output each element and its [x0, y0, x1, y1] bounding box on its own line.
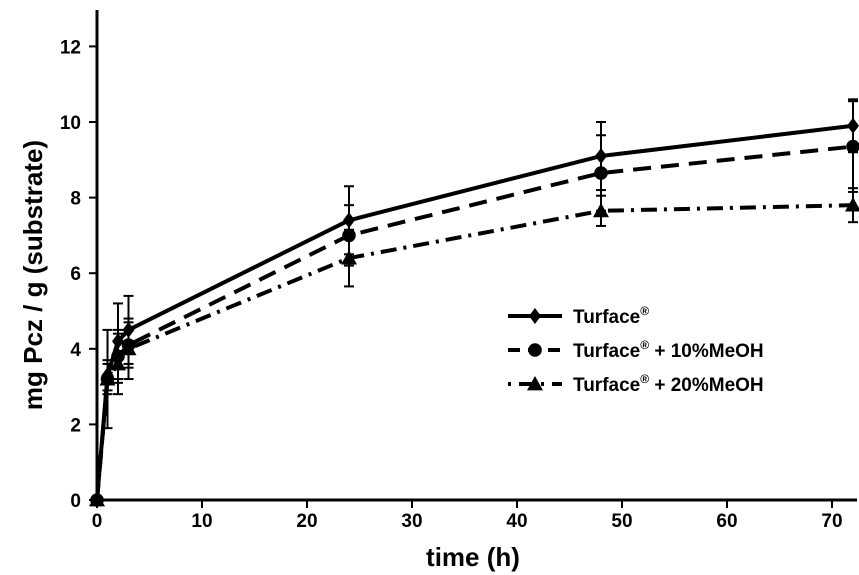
x-tick-label: 30	[401, 511, 422, 532]
y-tick-label: 4	[70, 340, 81, 361]
series-triangle	[89, 187, 859, 507]
x-tick-label: 60	[716, 511, 737, 532]
series-layer	[89, 98, 859, 508]
marker-triangle	[99, 371, 116, 386]
y-tick-label: 10	[60, 113, 81, 134]
x-tick-label: 20	[296, 511, 317, 532]
legend-registered-mark: ®	[640, 304, 649, 318]
marker-triangle	[527, 376, 543, 391]
legend-label-main: Turface	[573, 375, 640, 396]
legend-registered-mark: ®	[640, 338, 649, 352]
marker-triangle	[120, 340, 137, 356]
series-line	[95, 144, 854, 501]
marker-triangle	[593, 202, 609, 218]
legend-label: Turface®	[573, 304, 649, 328]
marker-diamond	[529, 308, 541, 324]
y-tick-label: 12	[60, 37, 81, 58]
legend-label-main: Turface	[573, 341, 640, 362]
legend-label: Turface® + 20%MeOH	[573, 372, 764, 396]
marker-triangle	[110, 355, 126, 371]
x-tick-label: 70	[821, 511, 842, 532]
series-circle	[90, 100, 859, 507]
axes: 0 10 20 30 40 50 60 70 0 2 4 6 8 10 12	[60, 10, 857, 532]
marker-triangle	[89, 492, 105, 507]
x-tick-label: 50	[611, 511, 632, 532]
legend-registered-mark: ®	[640, 372, 649, 386]
y-axis-title: mg Pcz / g (substrate)	[18, 140, 48, 410]
y-tick-label: 6	[70, 264, 81, 285]
legend-label-suffix: + 20%MeOH	[649, 375, 764, 396]
x-axis-title: time (h)	[426, 542, 520, 572]
marker-triangle	[341, 250, 357, 265]
y-tick-label: 8	[70, 189, 81, 210]
y-tick-label: 2	[70, 415, 81, 436]
legend-label-suffix: + 10%MeOH	[649, 341, 764, 362]
marker-circle	[528, 343, 542, 357]
series-line	[95, 123, 854, 501]
legend-label: Turface® + 10%MeOH	[573, 338, 764, 362]
y-tick-label: 0	[70, 491, 81, 512]
series-diamond	[91, 98, 859, 508]
x-tick-label: 10	[191, 511, 212, 532]
x-tick-label: 40	[506, 511, 527, 532]
marker-circle	[594, 166, 608, 180]
x-tick-label: 0	[92, 511, 103, 532]
marker-triangle	[845, 197, 859, 212]
marker-circle	[846, 139, 859, 154]
legend-label-main: Turface	[573, 307, 640, 328]
